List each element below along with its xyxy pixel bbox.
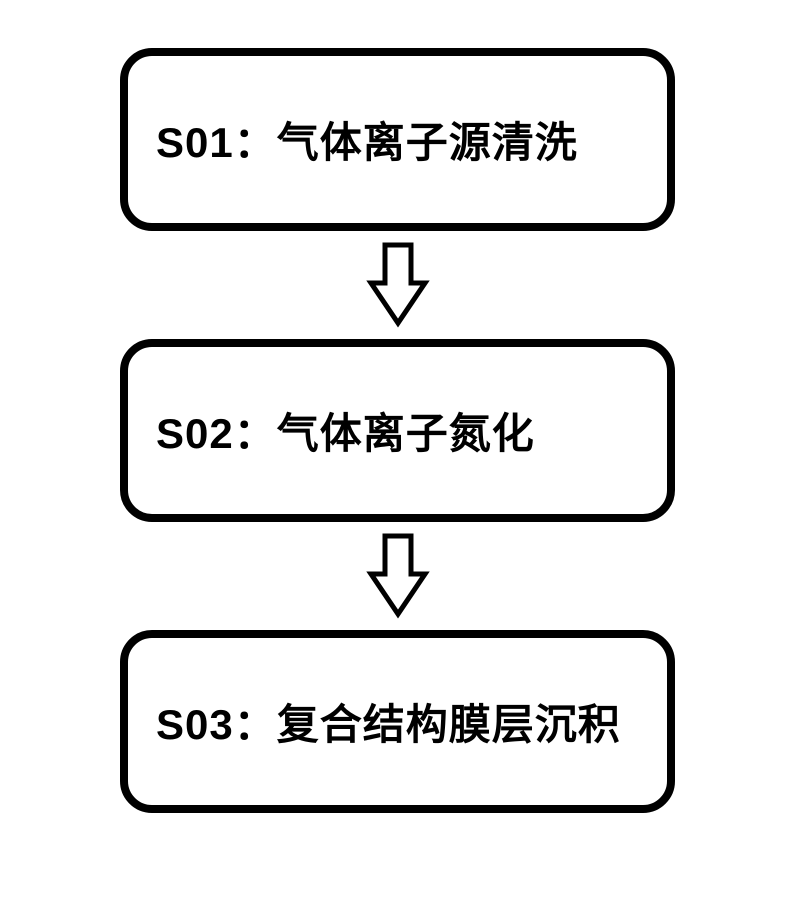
flow-step-s01: S01：气体离子源清洗: [120, 48, 675, 231]
flow-step-label: S03：复合结构膜层沉积: [156, 691, 621, 752]
flow-arrow: [363, 522, 433, 630]
flow-arrow: [363, 231, 433, 339]
flow-step-s03: S03：复合结构膜层沉积: [120, 630, 675, 813]
arrow-down-icon: [363, 241, 433, 329]
flow-step-label: S01：气体离子源清洗: [156, 109, 578, 170]
flow-step-s02: S02：气体离子氮化: [120, 339, 675, 522]
arrow-down-icon: [363, 532, 433, 620]
flow-step-label: S02：气体离子氮化: [156, 400, 535, 461]
